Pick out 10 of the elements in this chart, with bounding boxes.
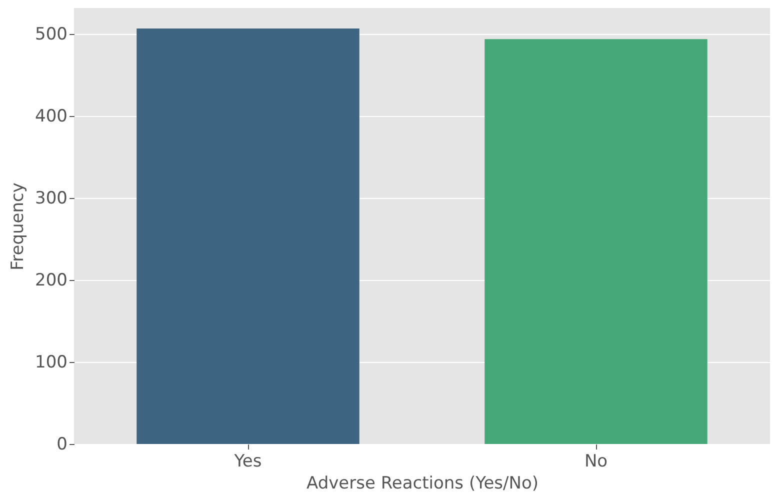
y-tick-label: 100	[35, 352, 68, 373]
y-tick-label: 200	[35, 270, 68, 291]
x-tick-label: No	[584, 452, 608, 472]
x-axis-title: Adverse Reactions (Yes/No)	[306, 474, 538, 494]
y-tick-label: 300	[35, 188, 68, 209]
x-tick-label: Yes	[233, 452, 262, 472]
y-tick-label: 400	[35, 106, 68, 127]
y-tick-label: 0	[56, 434, 68, 454]
y-tick-label: 500	[35, 24, 68, 45]
y-axis-title: Frequency	[8, 182, 28, 270]
